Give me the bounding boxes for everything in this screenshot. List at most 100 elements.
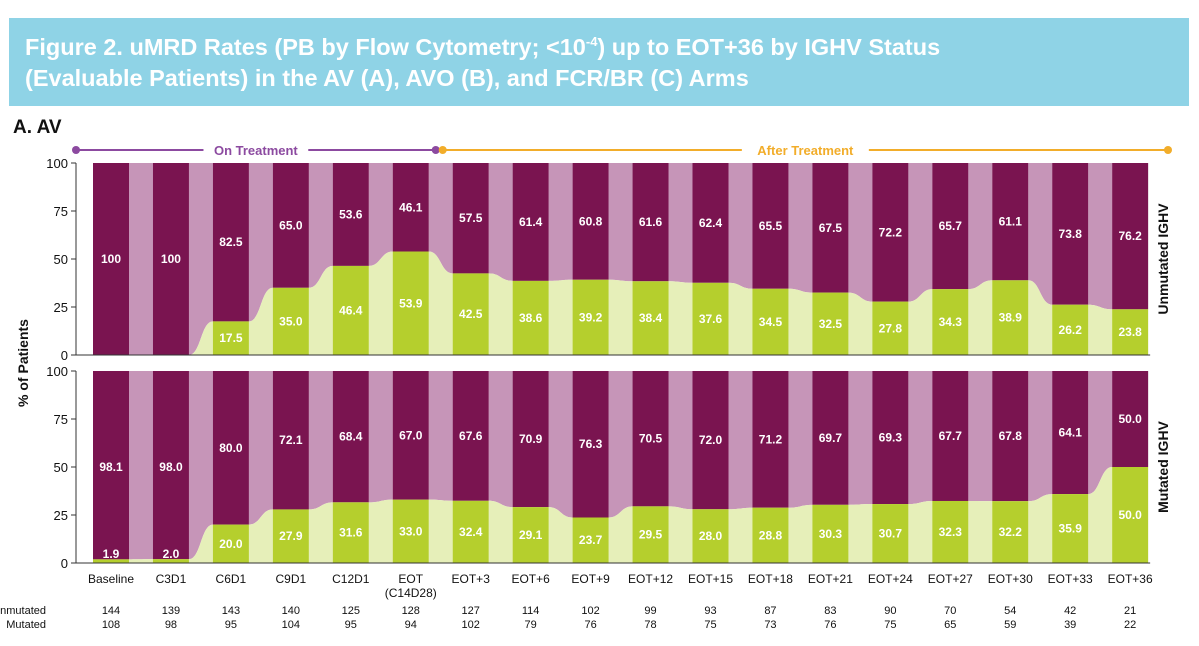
bar-umrd-C6D1 bbox=[212, 321, 249, 355]
flow-umrd bbox=[848, 504, 873, 563]
flow-not-umrd bbox=[848, 371, 873, 505]
flow-umrd bbox=[488, 273, 513, 355]
flow-not-umrd bbox=[188, 163, 213, 355]
label-umrd: 17.5 bbox=[219, 331, 243, 345]
label-umrd: 53.9 bbox=[399, 296, 423, 310]
flow-umrd bbox=[608, 279, 633, 355]
label-not-umrd: 72.0 bbox=[699, 433, 723, 447]
n-value: 94 bbox=[405, 619, 417, 631]
flow-umrd bbox=[608, 506, 633, 563]
x-tick-label: C6D1 bbox=[216, 572, 247, 586]
n-row-label: Mutated bbox=[6, 619, 46, 631]
bar-not-umrd-EOT+12 bbox=[632, 371, 669, 507]
flow-not-umrd bbox=[968, 371, 993, 502]
figure-title: Figure 2. uMRD Rates (PB by Flow Cytomet… bbox=[25, 32, 1185, 94]
x-tick-label: C3D1 bbox=[156, 572, 187, 586]
n-value: 83 bbox=[824, 605, 836, 617]
n-value: 95 bbox=[225, 619, 237, 631]
flow-not-umrd bbox=[248, 163, 273, 322]
n-value: 39 bbox=[1064, 619, 1076, 631]
n-value: 140 bbox=[282, 605, 300, 617]
phase-dot bbox=[431, 146, 440, 154]
flow-umrd bbox=[188, 524, 213, 563]
label-umrd: 27.8 bbox=[879, 321, 903, 335]
label-umrd: 1.9 bbox=[103, 547, 120, 561]
y-tick-label: 100 bbox=[46, 156, 68, 171]
x-tick-label: EOT bbox=[398, 572, 423, 586]
flow-not-umrd bbox=[668, 163, 693, 283]
n-value: 65 bbox=[944, 619, 956, 631]
label-not-umrd: 65.5 bbox=[759, 219, 783, 233]
label-not-umrd: 61.6 bbox=[639, 215, 663, 229]
flow-not-umrd bbox=[308, 371, 333, 510]
label-umrd: 29.1 bbox=[519, 528, 543, 542]
label-not-umrd: 65.7 bbox=[939, 219, 963, 233]
flow-not-umrd bbox=[908, 163, 933, 302]
n-value: 73 bbox=[764, 619, 776, 631]
label-umrd: 32.5 bbox=[819, 317, 843, 331]
flow-not-umrd bbox=[368, 371, 393, 503]
title-superscript: -4 bbox=[585, 34, 598, 50]
bar-umrd-EOT+15 bbox=[692, 509, 729, 563]
bar-umrd-EOT+33 bbox=[1052, 304, 1089, 355]
bar-umrd-EOT+27 bbox=[932, 500, 969, 563]
flow-umrd bbox=[908, 289, 933, 355]
panel-mutated bbox=[71, 370, 1151, 564]
y-tick-label: 50 bbox=[54, 252, 68, 267]
panel-side-label: Mutated IGHV bbox=[1155, 420, 1171, 512]
bar-umrd-EOT+21 bbox=[812, 292, 849, 355]
phase-dot bbox=[438, 146, 447, 154]
bar-not-umrd-EOT+21 bbox=[812, 371, 849, 505]
title-banner: Figure 2. uMRD Rates (PB by Flow Cytomet… bbox=[9, 18, 1189, 106]
label-umrd: 42.5 bbox=[459, 307, 483, 321]
label-not-umrd: 67.8 bbox=[999, 429, 1023, 443]
bar-not-umrd-EOT+27 bbox=[932, 371, 969, 501]
x-tick-label: C9D1 bbox=[276, 572, 307, 586]
x-tick-label: EOT+27 bbox=[928, 572, 973, 586]
flow-umrd bbox=[728, 282, 753, 355]
bar-not-umrd-EOT+21 bbox=[812, 163, 849, 293]
x-tick-label: C12D1 bbox=[332, 572, 370, 586]
y-tick-label: 50 bbox=[54, 460, 68, 475]
flow-umrd bbox=[248, 287, 273, 355]
bar-not-umrd-C3D1 bbox=[152, 163, 189, 355]
bar-not-umrd-Baseline bbox=[93, 371, 129, 560]
bar-umrd-C9D1 bbox=[272, 287, 309, 355]
panel-label: A. AV bbox=[13, 117, 62, 138]
label-not-umrd: 53.6 bbox=[339, 207, 363, 221]
bar-umrd-C12D1 bbox=[332, 265, 369, 355]
n-value: 90 bbox=[884, 605, 896, 617]
bar-umrd-EOT+9 bbox=[572, 517, 609, 563]
label-not-umrd: 98.1 bbox=[99, 460, 123, 474]
title-main: Figure 2. uMRD Rates (PB by Flow Cytomet… bbox=[25, 34, 586, 60]
bar-not-umrd-Baseline bbox=[93, 163, 129, 355]
y-axis-title: % of Patients bbox=[15, 319, 31, 407]
title-line-2: (Evaluable Patients) in the AV (A), AVO … bbox=[25, 65, 749, 91]
bar-not-umrd-EOT+18 bbox=[752, 371, 789, 508]
flow-umrd bbox=[668, 506, 693, 563]
flow-not-umrd bbox=[608, 163, 633, 282]
n-value: 104 bbox=[282, 619, 300, 631]
label-umrd: 26.2 bbox=[1059, 323, 1083, 337]
bar-umrd-EOT+6 bbox=[512, 280, 549, 355]
flow-not-umrd bbox=[848, 163, 873, 302]
bar-umrd-EOT+30 bbox=[992, 501, 1029, 563]
flow-umrd bbox=[848, 292, 873, 355]
flow-umrd bbox=[1028, 280, 1053, 355]
flow-not-umrd bbox=[188, 371, 213, 560]
bar-umrd-EOT+30 bbox=[992, 280, 1029, 355]
n-value: 54 bbox=[1004, 605, 1016, 617]
flow-umrd bbox=[488, 500, 513, 563]
x-tick-label: EOT+21 bbox=[808, 572, 853, 586]
bar-not-umrd-EOT+9 bbox=[572, 163, 609, 280]
phase-label: On Treatment bbox=[214, 143, 298, 158]
bar-not-umrd-C3D1 bbox=[152, 371, 189, 560]
bar-not-umrd-EOT+6 bbox=[512, 371, 549, 508]
n-value: 139 bbox=[162, 605, 180, 617]
flow-not-umrd bbox=[368, 163, 393, 266]
n-value: 102 bbox=[581, 605, 599, 617]
bar-umrd-C6D1 bbox=[212, 524, 249, 563]
n-value: 75 bbox=[884, 619, 896, 631]
label-not-umrd: 98.0 bbox=[159, 460, 183, 474]
